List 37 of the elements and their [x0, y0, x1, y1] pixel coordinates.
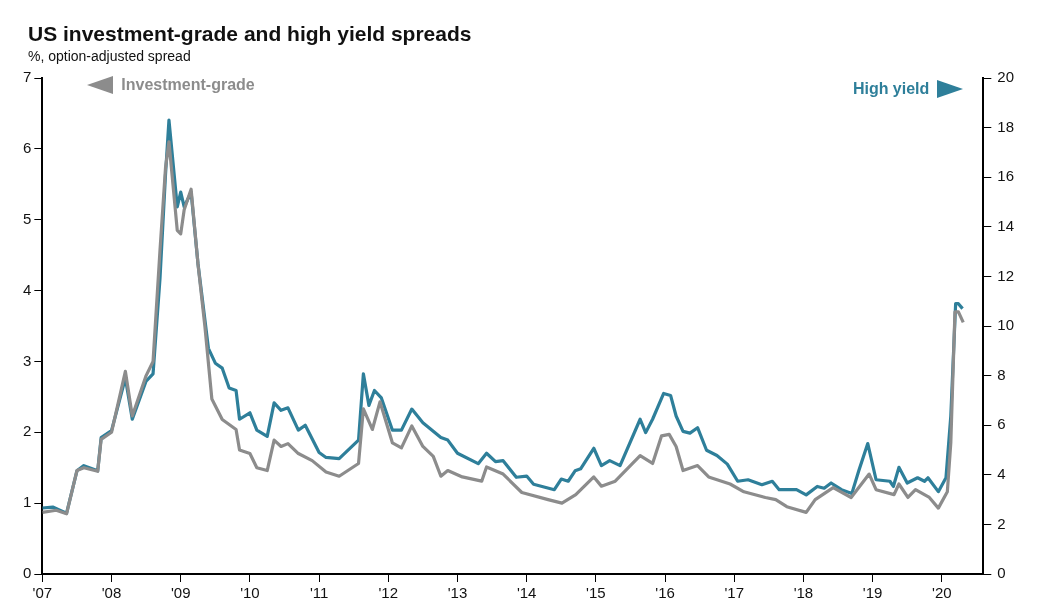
x-tick-label: '16	[655, 584, 675, 602]
y2-tick-label: 6	[997, 415, 1006, 433]
x-tick-label: '11	[309, 584, 329, 602]
x-tick-label: '07	[32, 584, 53, 602]
x-tick-label: '19	[862, 584, 883, 602]
y-tick-label: 3	[23, 351, 32, 369]
x-tick-label: '08	[101, 584, 122, 602]
y2-tick-label: 4	[997, 464, 1006, 482]
y-tick-label: 1	[23, 493, 32, 511]
y-tick-label: 2	[23, 422, 32, 440]
y2-tick-label: 18	[997, 117, 1014, 135]
y-tick-label: 7	[23, 68, 32, 86]
y-tick-label: 5	[23, 209, 32, 227]
legend-label: Investment-grade	[121, 76, 255, 94]
x-tick-label: '15	[586, 584, 606, 602]
y-tick-label: 0	[23, 564, 32, 582]
text: High yield	[852, 80, 930, 98]
x-tick-label: '17	[724, 584, 745, 602]
y-tick-label: 6	[23, 139, 32, 156]
y2-tick-label: 2	[997, 514, 1006, 532]
x-tick-label: '09	[170, 584, 191, 602]
x-tick-label: '10	[240, 584, 260, 602]
chart-subtitle: %, option-adjusted spread	[28, 48, 191, 64]
x-tick-label: '13	[447, 584, 468, 602]
chart-title: US investment-grade and high yield spreads	[28, 22, 472, 46]
x-tick-label: '12	[378, 584, 399, 602]
x-tick-label: '20	[932, 584, 952, 602]
x-tick-label: '14	[516, 584, 537, 602]
y2-tick-label: 14	[997, 216, 1014, 234]
x-tick-label: '18	[793, 584, 814, 602]
y-tick-label: 4	[23, 280, 32, 298]
y2-tick-label: 8	[997, 365, 1006, 383]
y2-tick-label: 16	[997, 167, 1014, 185]
y2-tick-label: 10	[997, 316, 1014, 334]
y2-tick-label: 12	[997, 266, 1014, 284]
y2-tick-label: 20	[997, 68, 1014, 86]
y2-tick-label: 0	[997, 564, 1006, 582]
